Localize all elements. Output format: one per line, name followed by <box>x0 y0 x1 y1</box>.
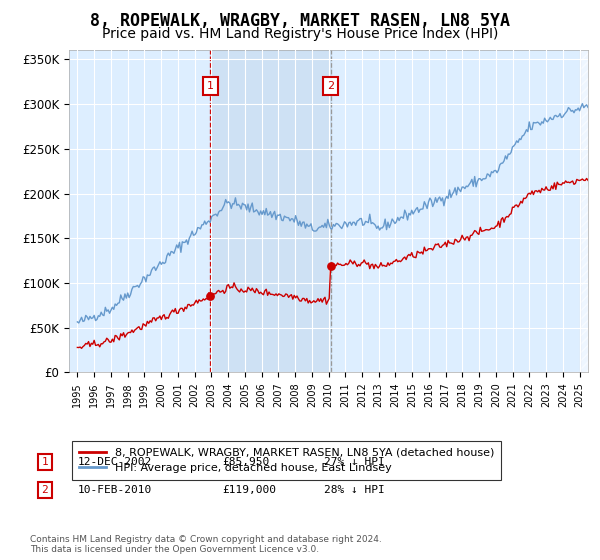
Text: £85,950: £85,950 <box>222 457 269 467</box>
Text: 1: 1 <box>207 81 214 91</box>
Text: 28% ↓ HPI: 28% ↓ HPI <box>324 485 385 495</box>
Text: 8, ROPEWALK, WRAGBY, MARKET RASEN, LN8 5YA: 8, ROPEWALK, WRAGBY, MARKET RASEN, LN8 5… <box>90 12 510 30</box>
Text: 12-DEC-2002: 12-DEC-2002 <box>78 457 152 467</box>
Text: 2: 2 <box>327 81 334 91</box>
Text: 27% ↓ HPI: 27% ↓ HPI <box>324 457 385 467</box>
Legend: 8, ROPEWALK, WRAGBY, MARKET RASEN, LN8 5YA (detached house), HPI: Average price,: 8, ROPEWALK, WRAGBY, MARKET RASEN, LN8 5… <box>72 441 502 479</box>
Text: Price paid vs. HM Land Registry's House Price Index (HPI): Price paid vs. HM Land Registry's House … <box>102 27 498 41</box>
Text: 1: 1 <box>41 457 49 467</box>
Text: £119,000: £119,000 <box>222 485 276 495</box>
Bar <box>211 50 331 372</box>
Text: 2: 2 <box>41 485 49 495</box>
Text: 10-FEB-2010: 10-FEB-2010 <box>78 485 152 495</box>
Text: Contains HM Land Registry data © Crown copyright and database right 2024.
This d: Contains HM Land Registry data © Crown c… <box>30 535 382 554</box>
Bar <box>580 50 588 372</box>
Point <box>206 291 215 300</box>
Point <box>326 262 335 270</box>
